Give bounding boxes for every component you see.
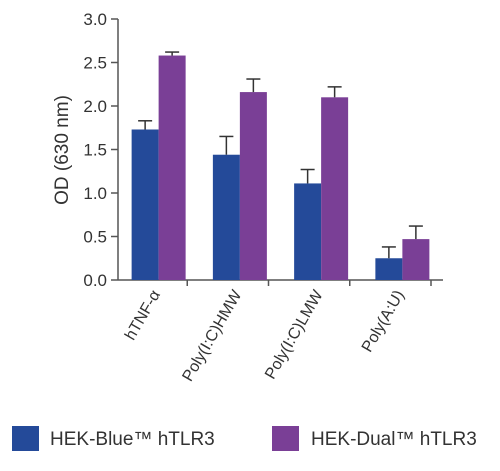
x-category-label: Poly(I:C)LMW	[262, 287, 327, 382]
bar-hek-blue	[131, 129, 159, 280]
y-tick-label: 1.5	[83, 141, 107, 160]
x-category-label: hTNF-α	[122, 288, 164, 344]
bars	[131, 55, 430, 280]
bar-hek-dual	[158, 55, 186, 280]
y-axis-title: OD (630 nm)	[52, 95, 73, 205]
y-axis: 0.0 0.5 1.0 1.5 2.0 2.5 3.0	[83, 10, 119, 290]
legend-swatch	[12, 426, 39, 451]
y-tick-label: 1.0	[83, 184, 107, 203]
bar-hek-blue	[212, 154, 240, 280]
y-tick-label: 2.0	[83, 97, 107, 116]
bar-hek-dual	[321, 97, 349, 280]
bar-hek-blue	[294, 183, 322, 280]
y-tick-label: 0.5	[83, 228, 107, 247]
bar-hek-dual	[402, 239, 430, 280]
error-bars	[138, 51, 423, 259]
x-category-label: Poly(A:U)	[359, 288, 408, 356]
legend-label: HEK-Blue™ hTLR3	[50, 429, 215, 450]
y-tick-label: 3.0	[83, 10, 107, 29]
x-axis: hTNF-α Poly(I:C)HMW Poly(I:C)LMW Poly(A:U)	[118, 279, 443, 385]
y-tick-label: 2.5	[83, 54, 107, 73]
legend: HEK-Blue™ hTLR3 HEK-Dual™ hTLR3	[12, 426, 477, 451]
bar-hek-blue	[375, 258, 403, 280]
y-tick-label: 0.0	[83, 271, 107, 290]
bar-hek-dual	[239, 92, 267, 280]
x-category-label: Poly(I:C)HMW	[180, 287, 246, 385]
legend-swatch	[272, 426, 299, 451]
legend-label: HEK-Dual™ hTLR3	[311, 429, 477, 450]
